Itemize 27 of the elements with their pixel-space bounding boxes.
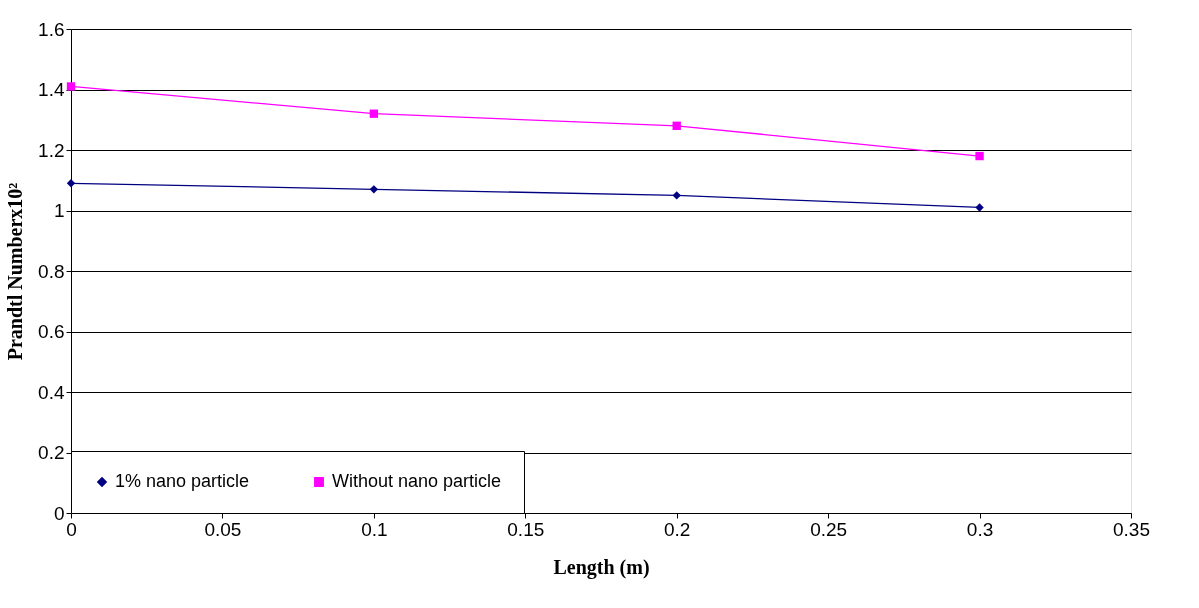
y-tick-label: 1.6 <box>38 18 65 40</box>
y-axis-title: Prandtl Numberx10² <box>4 182 27 361</box>
x-tick-label: 0.1 <box>361 518 388 540</box>
y-tick-label: 0 <box>53 502 65 524</box>
point <box>672 191 681 200</box>
point <box>66 179 76 188</box>
point <box>975 151 984 161</box>
point <box>672 121 681 130</box>
y-tick-label: 1 <box>53 200 65 221</box>
x-tick-label: 0.25 <box>810 518 848 540</box>
legend-label: Without nano particle <box>332 471 502 491</box>
point <box>369 185 379 194</box>
x-tick-label: 0.35 <box>1113 518 1150 540</box>
y-tick-label: 0.8 <box>38 260 65 282</box>
point <box>369 109 379 118</box>
legend-label: 1% nano particle <box>115 471 250 491</box>
x-tick-label: 0.05 <box>204 518 242 540</box>
y-tick-label: 0.2 <box>38 442 65 463</box>
point <box>975 203 984 212</box>
y-tick-label: 1.4 <box>38 79 65 100</box>
x-tick-label: 0.3 <box>966 518 994 540</box>
y-tick-label: 0.6 <box>38 321 65 342</box>
x-tick-label: 0.15 <box>507 518 545 540</box>
x-tick-label: 0.2 <box>664 518 691 540</box>
y-tick-label: 1.2 <box>38 139 65 161</box>
y-tick-label: 0.4 <box>38 381 65 403</box>
x-axis-title: Length (m) <box>553 555 650 579</box>
